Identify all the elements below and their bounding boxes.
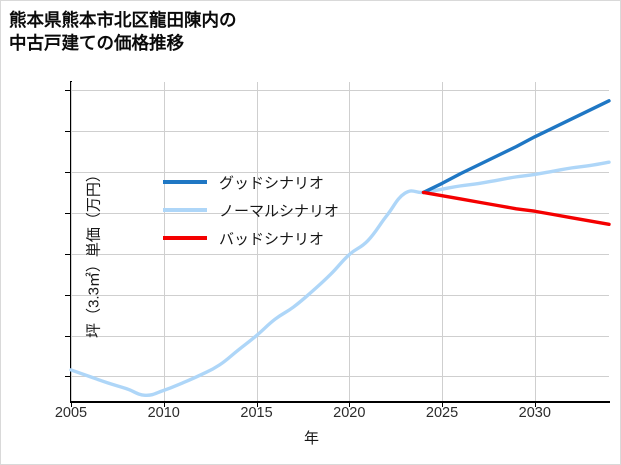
- x-tick-mark: [442, 402, 444, 407]
- gridline-vertical: [442, 82, 444, 401]
- y-tick-mark: [65, 253, 71, 255]
- plot-area: 坪（3.3㎡）単価（万円） グッドシナリオ ノーマルシナリオ バッドシナリオ: [71, 82, 609, 401]
- legend-label: ノーマルシナリオ: [219, 202, 340, 220]
- y-tick-mark: [65, 335, 71, 337]
- chart-legend: グッドシナリオ ノーマルシナリオ バッドシナリオ: [163, 174, 340, 248]
- x-tick-mark: [71, 402, 72, 407]
- legend-item: ノーマルシナリオ: [163, 202, 340, 220]
- x-tick-label: 2025: [425, 405, 459, 421]
- gridline-vertical: [534, 82, 536, 401]
- legend-item: バッドシナリオ: [163, 230, 339, 248]
- page-title: 熊本県熊本市北区龍田陳内の 中古戸建ての価格推移: [9, 10, 237, 54]
- gridline-horizontal: [71, 253, 609, 255]
- y-tick-mark: [65, 376, 71, 378]
- x-axis-line: [70, 401, 610, 403]
- gridline-horizontal: [71, 212, 609, 214]
- gridline-horizontal: [71, 335, 609, 337]
- y-axis-label: 坪（3.3㎡）単価（万円）: [85, 167, 103, 338]
- legend-color-swatch: [163, 208, 207, 212]
- y-tick-mark: [65, 171, 71, 173]
- x-tick-label: 2030: [518, 405, 551, 421]
- x-tick-label: 2015: [240, 405, 273, 421]
- legend-label: グッドシナリオ: [219, 174, 325, 192]
- x-tick-label: 2005: [54, 405, 88, 421]
- gridline-horizontal: [71, 376, 609, 378]
- y-tick-mark: [65, 294, 71, 296]
- legend-item: グッドシナリオ: [163, 174, 339, 192]
- legend-color-swatch: [163, 236, 207, 240]
- x-tick-label: 2010: [147, 405, 180, 421]
- y-tick-mark: [65, 212, 71, 214]
- y-tick-mark: [65, 131, 71, 133]
- gridline-horizontal: [71, 294, 609, 296]
- x-tick-label: 2020: [333, 405, 366, 421]
- x-axis-label: 年: [303, 430, 319, 447]
- x-tick-mark: [256, 402, 258, 407]
- x-tick-mark: [349, 402, 351, 407]
- gridline-vertical: [349, 82, 351, 401]
- gridline-horizontal: [71, 171, 609, 173]
- y-tick-mark: [65, 90, 71, 92]
- gridline-horizontal: [71, 131, 609, 133]
- x-tick-mark: [534, 402, 536, 407]
- legend-color-swatch: [163, 180, 207, 184]
- x-tick-mark: [163, 402, 165, 407]
- gridline-horizontal: [71, 90, 609, 92]
- legend-label: バッドシナリオ: [219, 230, 325, 248]
- gridline-vertical: [71, 82, 72, 401]
